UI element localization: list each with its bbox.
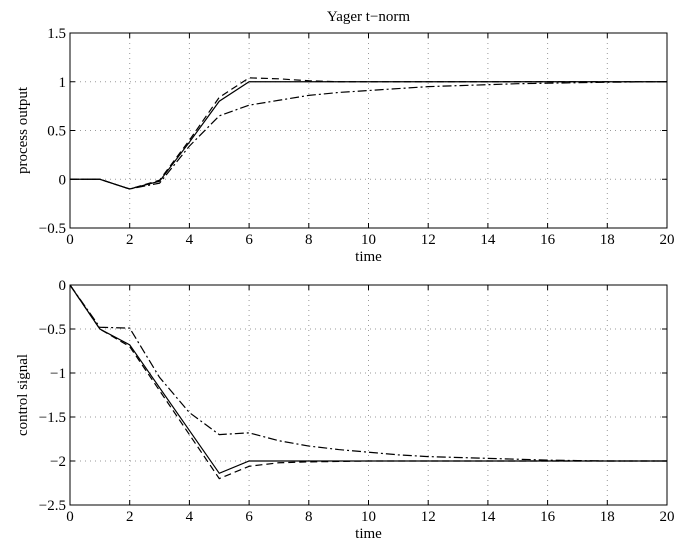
x-axis-label: time — [355, 526, 382, 542]
x-tick-label: 10 — [361, 232, 376, 248]
y-tick-label: 1 — [59, 75, 67, 91]
y-tick-label: −1 — [50, 366, 66, 382]
x-tick-label: 2 — [126, 509, 134, 525]
x-tick-label: 0 — [66, 509, 74, 525]
y-tick-label: −0.5 — [39, 221, 66, 237]
chart-title: Yager t−norm — [327, 9, 411, 25]
series-line-dashed — [70, 77, 667, 190]
series-line-dashdot — [69, 284, 667, 462]
y-tick-label: 0.5 — [47, 124, 66, 140]
series-line-dashed — [69, 284, 667, 480]
y-tick-label: −0.5 — [39, 322, 66, 338]
x-tick-label: 4 — [186, 509, 194, 525]
series-line-dashdot — [70, 81, 668, 190]
y-tick-label: 1.5 — [47, 26, 66, 42]
x-tick-label: 14 — [480, 509, 496, 525]
y-axis-label: control signal — [15, 354, 31, 436]
x-tick-label: 18 — [600, 509, 615, 525]
y-axis-label: process output — [15, 86, 31, 174]
x-tick-label: 0 — [66, 232, 74, 248]
x-tick-label: 6 — [245, 509, 253, 525]
series-line-solid — [70, 81, 667, 190]
x-tick-label: 20 — [660, 232, 675, 248]
control-signal-panel: 0 2 4 6 8 10 12 14 16 18 20 −2.5 −2 −1.5 −1 −0.5 0 time co… — [15, 278, 675, 542]
x-tick-label: 14 — [480, 232, 496, 248]
x-tick-label: 8 — [305, 232, 313, 248]
x-tick-label: 12 — [421, 232, 436, 248]
y-tick-label: 0 — [59, 172, 67, 188]
x-tick-label: 18 — [600, 232, 615, 248]
x-tick-label: 6 — [245, 232, 253, 248]
x-tick-label: 10 — [361, 509, 376, 525]
y-tick-label: −1.5 — [39, 410, 66, 426]
y-tick-label: −2.5 — [39, 498, 66, 514]
x-tick-label: 8 — [305, 509, 313, 525]
x-axis-label: time — [355, 249, 382, 265]
x-tick-label: 16 — [540, 509, 556, 525]
x-tick-label: 2 — [126, 232, 134, 248]
x-tick-label: 4 — [186, 232, 194, 248]
y-tick-label: 0 — [59, 278, 67, 294]
x-tick-label: 16 — [540, 232, 556, 248]
x-tick-label: 20 — [660, 509, 675, 525]
x-tick-label: 12 — [421, 509, 436, 525]
y-tick-label: −2 — [50, 454, 66, 470]
